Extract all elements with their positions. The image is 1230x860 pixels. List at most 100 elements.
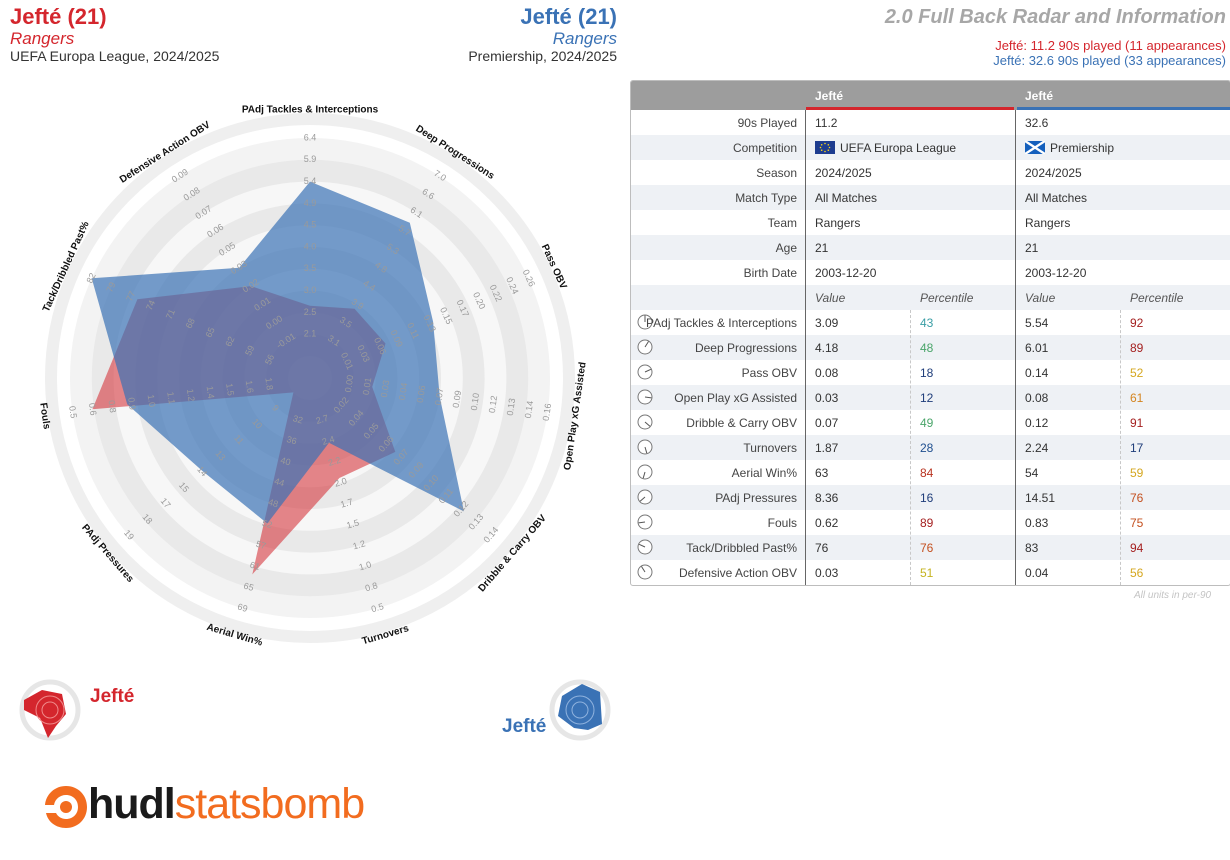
info-label: Competition — [732, 141, 797, 155]
column-divider — [805, 110, 806, 585]
player1-metric-value: 0.03 — [815, 391, 839, 405]
axis-tick-label: 69 — [236, 601, 248, 613]
page-title: 2.0 Full Back Radar and Information — [884, 6, 1226, 28]
player2-color-bar — [1017, 107, 1230, 110]
info-label: Match Type — [735, 191, 797, 205]
player1-team: Rangers — [10, 29, 75, 48]
player1-info-value: 21 — [815, 241, 829, 255]
player2-info-value: 2024/2025 — [1025, 166, 1082, 180]
axis-tick-label: 62 — [223, 335, 236, 348]
axis-tick-label: 1.8 — [263, 377, 275, 391]
player2-metric-value: 5.54 — [1025, 316, 1049, 330]
percentile-column-header: Percentile — [1130, 291, 1184, 305]
player1-metric-value: 0.08 — [815, 366, 839, 380]
player2-percentile: 89 — [1130, 341, 1144, 355]
metric-label: Dribble & Carry OBV — [686, 416, 797, 430]
player2-percentile: 56 — [1130, 566, 1144, 580]
metric-gauge-icon — [637, 364, 653, 380]
axis-tick-label: 3.0 — [304, 285, 317, 295]
metric-label: Tack/Dribbled Past% — [686, 541, 797, 555]
axis-tick-label: 17 — [159, 496, 173, 510]
player1-metric-value: 4.18 — [815, 341, 839, 355]
percentile-column-header: Percentile — [920, 291, 974, 305]
player1-percentile: 12 — [920, 391, 934, 405]
player1-metric-value: 0.62 — [815, 516, 839, 530]
player1-competition: UEFA Europa League, 2024/2025 — [10, 48, 220, 64]
axis-tick-label: 0.16 — [541, 403, 553, 422]
player2-competition: Premiership, 2024/2025 — [468, 48, 617, 64]
table-header: Jefté Jefté — [631, 81, 1230, 110]
info-label: Age — [775, 241, 797, 255]
table-row: PAdj Tackles & Interceptions 3.09 43 5.54 92 — [631, 310, 1230, 335]
metric-label: PAdj Tackles & Interceptions — [646, 316, 797, 330]
player2-metric-value: 0.08 — [1025, 391, 1049, 405]
column-divider — [1015, 110, 1016, 585]
axis-tick-label: 0.07 — [433, 387, 445, 406]
percentile-divider — [910, 310, 911, 585]
axis-tick-label: 15 — [177, 480, 191, 494]
player1-metric-value: 63 — [815, 466, 829, 480]
player1-percentile: 76 — [920, 541, 934, 555]
table-row: Pass OBV 0.08 18 0.14 52 — [631, 360, 1230, 385]
percentile-divider — [1120, 310, 1121, 585]
axis-tick-label: 1.2 — [352, 538, 367, 551]
axis-tick-label: 6.4 — [304, 132, 317, 142]
axis-tick-label: 0.09 — [451, 390, 463, 409]
units-footnote: All units in per-90 — [1134, 590, 1212, 601]
axis-tick-label: 59 — [243, 344, 256, 357]
player2-metric-value: 0.04 — [1025, 566, 1049, 580]
player1-percentile: 84 — [920, 466, 934, 480]
player2-metric-value: 83 — [1025, 541, 1039, 555]
axis-tick-label: 5.4 — [304, 176, 317, 186]
player2-percentile: 61 — [1130, 391, 1144, 405]
axis-tick-label: 36 — [285, 434, 297, 446]
player1-info-value: 11.2 — [815, 116, 838, 130]
player1-legend-icon — [19, 679, 81, 741]
player1-name: Jefté (21) — [10, 4, 107, 29]
player1-percentile: 51 — [920, 566, 934, 580]
axis-tick-label: 2.2 — [327, 455, 342, 468]
table-row: Age 21 21 — [631, 235, 1230, 260]
axis-tick-label: 0.8 — [364, 580, 379, 593]
axis-tick-label: 0.5 — [67, 405, 79, 419]
axis-tick-label: 0.9 — [126, 397, 138, 411]
player1-metric-value: 0.03 — [815, 566, 839, 580]
player1-info-value: UEFA Europa League — [815, 141, 956, 155]
player1-color-bar — [806, 107, 1014, 110]
table-row: Team Rangers Rangers — [631, 210, 1230, 235]
axis-tick-label: 0.12 — [487, 395, 499, 414]
axis-tick-label: 2.5 — [304, 307, 317, 317]
value-column-header: Value — [815, 291, 846, 305]
player2-percentile: 92 — [1130, 316, 1144, 330]
axis-tick-label: 4.0 — [304, 241, 317, 251]
info-table: Jefté Jefté 90s Played 11.2 32.6 Competitio… — [630, 80, 1230, 586]
metric-gauge-icon — [637, 539, 653, 555]
axis-tick-label: 77 — [124, 290, 137, 303]
player2-info-value: 21 — [1025, 241, 1039, 255]
info-label: Season — [756, 166, 797, 180]
axis-tick-label: 10 — [250, 417, 264, 431]
axis-tick-label: 44 — [273, 476, 285, 488]
axis-tick-label: 1.1 — [165, 391, 177, 405]
table-row: Aerial Win% 63 84 54 59 — [631, 460, 1230, 485]
radar-outer-ring — [45, 113, 575, 643]
metric-label: Aerial Win% — [731, 466, 797, 480]
axis-tick-label: 1.5 — [345, 517, 360, 530]
player2-info-value: 32.6 — [1025, 116, 1049, 130]
axis-tick-label: 0.10 — [469, 392, 481, 411]
table-row: PAdj Pressures 8.36 16 14.51 76 — [631, 485, 1230, 510]
metric-label: Pass OBV — [741, 366, 797, 380]
player2-legend-icon — [549, 679, 611, 741]
axis-tick-label: 1.5 — [224, 383, 236, 397]
axis-tick-label: 74 — [144, 299, 157, 312]
metric-gauge-icon — [637, 564, 653, 580]
player2-team: Rangers — [552, 29, 617, 48]
axis-tick-label: 1.7 — [339, 497, 354, 510]
axis-tick-label: 4.9 — [304, 198, 317, 208]
axis-tick-label: 2.1 — [304, 329, 317, 339]
player2-info-value: Premiership — [1025, 141, 1114, 155]
axis-tick-label: 0.04 — [397, 382, 409, 401]
axis-tick-label: 48 — [267, 497, 279, 509]
axis-tick-label: 56 — [263, 353, 276, 366]
player2-legend-label: Jefté — [502, 716, 547, 737]
